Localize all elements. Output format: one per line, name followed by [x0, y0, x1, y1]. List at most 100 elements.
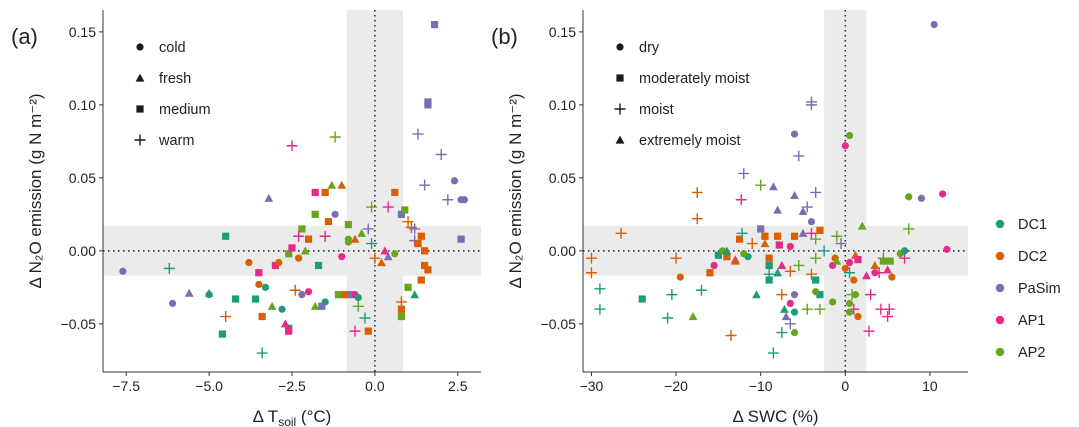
data-point-dc2: [691, 186, 703, 198]
x-axis-title: Δ Tsoil (°C): [253, 407, 332, 427]
data-point-pasim: [419, 179, 431, 191]
legend-square-icon: [616, 74, 624, 82]
shape-legend-label: moderately moist: [639, 71, 749, 87]
data-point-ap2: [845, 299, 854, 307]
data-point-dc1: [722, 246, 732, 255]
shape-legend-label: dry: [639, 40, 660, 56]
data-point-dc1: [638, 295, 646, 303]
data-point-pasim: [435, 149, 447, 161]
data-point-dc1: [818, 245, 830, 257]
data-point-ap2: [688, 312, 698, 321]
data-point-pasim: [412, 128, 424, 140]
data-point-ap1: [899, 252, 911, 264]
legend-label-ap1: AP1: [1018, 313, 1045, 329]
data-point-ap2: [366, 201, 378, 213]
data-point-ap2: [879, 257, 887, 265]
data-point-dc1: [410, 290, 420, 299]
data-point-ap1: [805, 227, 817, 239]
data-point-dc2: [421, 247, 429, 255]
data-point-dc1: [776, 327, 788, 339]
data-point-ap1: [863, 325, 875, 337]
data-point-dc1: [354, 293, 362, 302]
x-tick-label: 10: [922, 378, 938, 394]
data-point-ap1: [304, 288, 313, 296]
data-point-ap1: [943, 245, 951, 253]
data-point-ap1: [786, 242, 794, 251]
data-point-pasim: [318, 302, 326, 310]
y-tick-label: 0.10: [549, 97, 576, 113]
data-point-pasim: [383, 252, 393, 261]
data-point-pasim: [810, 186, 822, 198]
data-point-ap2: [790, 328, 799, 337]
data-point-dc1: [163, 262, 175, 274]
data-point-ap1: [380, 246, 390, 255]
data-point-dc2: [816, 226, 824, 235]
data-point-dc2: [395, 296, 407, 308]
data-point-ap2: [845, 131, 854, 140]
data-point-dc2: [776, 289, 788, 301]
data-point-pasim: [424, 98, 432, 106]
data-point-pasim: [397, 210, 406, 218]
data-point-ap1: [285, 327, 293, 335]
x-tick-label: 0.0: [365, 378, 385, 394]
shape-legend-label: extremely moist: [639, 133, 741, 149]
data-point-dc2: [790, 232, 799, 240]
data-point-dc1: [790, 308, 799, 316]
y-tick-label: 0.00: [69, 243, 96, 259]
panel-b-scatter-plot: −30 −20 −10 0 10 −0.05 0.00 0.05 0.10 0.15 (b) Δ N₂…: [491, 10, 968, 426]
x-tick-label: 2.5: [448, 378, 468, 394]
data-point-ap1: [775, 241, 783, 249]
data-point-dc1: [900, 247, 909, 255]
data-point-dc1: [773, 268, 783, 277]
data-point-pasim: [773, 205, 783, 214]
data-point-dc2: [841, 264, 849, 272]
data-point-dc2: [350, 234, 360, 243]
data-point-ap1: [735, 194, 747, 206]
data-point-dc1: [752, 290, 761, 299]
data-point-ap2: [810, 252, 822, 264]
data-point-pasim: [331, 210, 339, 218]
data-point-dc2: [245, 258, 253, 267]
data-point-dc1: [594, 283, 606, 295]
data-point-ap2: [814, 303, 826, 315]
legend-triangle-icon: [615, 135, 625, 144]
data-point-dc2: [774, 232, 782, 240]
data-point-dc1: [765, 261, 773, 270]
data-point-ap1: [777, 261, 787, 270]
data-point-ap2: [327, 180, 337, 189]
data-point-dc2: [805, 268, 817, 280]
data-point-ap2: [905, 193, 913, 201]
y-tick-label: −0.05: [541, 316, 577, 332]
data-point-dc1: [662, 312, 674, 324]
data-point-dc2: [585, 252, 597, 264]
shape-legend: dry moderately moist moist extremely moist: [614, 40, 749, 149]
data-point-ap2: [829, 298, 837, 306]
data-point-ap2: [334, 291, 343, 299]
y-tick-label: −0.05: [61, 316, 97, 332]
data-point-dc2: [304, 235, 313, 243]
data-point-dc2: [706, 269, 714, 277]
data-point-dc1: [666, 289, 678, 301]
data-point-dc1: [232, 295, 240, 303]
x-tick-label: 0: [841, 378, 849, 394]
data-point-ap2: [404, 283, 412, 291]
data-point-dc1: [222, 232, 230, 240]
data-point-pasim: [805, 99, 817, 111]
data-point-dc2: [735, 235, 744, 243]
data-point-dc1: [261, 283, 270, 291]
data-point-ap2: [300, 246, 310, 255]
x-axis-title-main: Δ T: [253, 407, 279, 426]
data-point-ap1: [786, 299, 794, 307]
data-point-ap2: [851, 291, 860, 299]
legend-triangle-icon: [135, 73, 145, 82]
data-point-dc2: [377, 258, 386, 267]
data-point-dc2: [341, 291, 349, 299]
data-point-dc2: [424, 266, 432, 274]
data-point-ap1: [271, 261, 280, 270]
legend-plus-icon: [614, 103, 626, 115]
shape-legend-label: medium: [159, 102, 211, 118]
x-axis-title-subscript: soil: [278, 415, 296, 427]
data-point-dc1: [278, 305, 286, 313]
data-point-dc2: [417, 276, 425, 284]
data-point-ap1: [841, 142, 849, 150]
